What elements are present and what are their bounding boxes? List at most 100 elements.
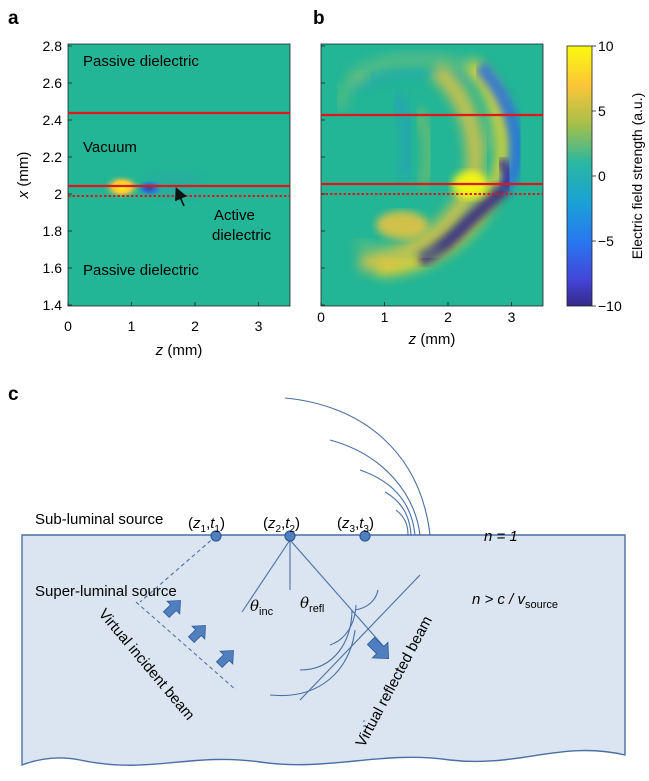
- panel-b-xtick-label: 3: [508, 309, 516, 325]
- panel-b-letter: b: [313, 8, 325, 29]
- point-label-3: (z3,t3): [337, 515, 374, 535]
- colorbar-tick-label: 5: [598, 103, 606, 119]
- reflected-ray: [289, 539, 386, 649]
- z-index: 2: [276, 524, 282, 535]
- panel-a-xtick-label: 1: [128, 318, 136, 334]
- panel-b-xtick-label: 0: [317, 309, 325, 325]
- source-point-3: [359, 530, 371, 542]
- colorbar-tick-label: −5: [598, 233, 614, 249]
- incident-beam-boundary: [135, 601, 237, 691]
- t-index: 3: [363, 524, 369, 535]
- panel-a-ytick-label: 2.6: [43, 75, 63, 91]
- z-symbol: z: [267, 515, 276, 532]
- paren-close: ): [369, 515, 374, 532]
- panel-a-xlabel-unit: (mm): [163, 342, 202, 359]
- point-label-2: (z2,t2): [263, 515, 300, 535]
- reflected-arrow: [366, 636, 390, 660]
- theta-inc-sub: inc: [259, 606, 274, 618]
- t-symbol: t: [285, 515, 290, 532]
- panel-b-plot: [321, 44, 543, 306]
- panel-b-frame: [320, 43, 544, 307]
- panel-b-xticks: 0 1 2 3: [317, 302, 516, 325]
- z-symbol: z: [192, 515, 201, 532]
- colorbar-tick-label: 0: [598, 168, 606, 184]
- source-point-1: [210, 530, 222, 542]
- label-active-line1: Active: [214, 207, 255, 224]
- panel-a-xtick-label: 3: [255, 318, 263, 334]
- panel-a-letter: a: [8, 8, 19, 29]
- panel-a-plot: [68, 44, 290, 306]
- t-index: 2: [289, 524, 295, 535]
- panel-b-xtick-label: 2: [444, 309, 452, 325]
- colorbar-label: Electric field strength (a.u.): [629, 93, 645, 260]
- label-passive-top: Passive dielectric: [83, 53, 199, 70]
- n-condition: n > c / vsource: [472, 591, 558, 611]
- z-index: 3: [350, 524, 356, 535]
- colorbar-ticks: 10 5 0 −5 −10: [592, 38, 622, 314]
- paren-open: (: [188, 515, 193, 532]
- source-point-2: [284, 530, 296, 542]
- panel-a-ylabel-unit: (mm): [15, 152, 32, 191]
- t-symbol: t: [359, 515, 364, 532]
- panel-b-xlabel: z (mm): [408, 331, 456, 348]
- wavefronts: [284, 397, 431, 536]
- active-arrow: [174, 187, 187, 207]
- panel-a-xticks: 0 1 2 3: [64, 302, 263, 334]
- panel-b-xtick-label: 1: [381, 309, 389, 325]
- incident-arrow-1: [162, 600, 181, 619]
- panel-a-ytick-label: 2: [54, 186, 62, 202]
- label-passive-bottom: Passive dielectric: [83, 262, 199, 279]
- n-equals-one: n = 1: [484, 528, 518, 545]
- paren-open: (: [263, 515, 268, 532]
- theta-refl-sub: refl: [309, 603, 324, 615]
- paren-close: ): [220, 515, 225, 532]
- t-index: 1: [214, 524, 220, 535]
- comma: ,: [206, 515, 210, 532]
- panel-a-ytick-label: 2.2: [43, 149, 63, 165]
- point-label-1: (z1,t1): [188, 515, 225, 535]
- z-symbol: z: [341, 515, 350, 532]
- panel-a-ytick-label: 1.6: [43, 260, 63, 276]
- super-luminal-label: Super-luminal source: [35, 583, 177, 600]
- theta-refl: θrefl: [300, 594, 324, 615]
- incident-arrows: [162, 600, 234, 669]
- panel-a-ylabel: x (mm): [15, 152, 32, 200]
- panel-a-ytick-label: 2.4: [43, 112, 63, 128]
- sub-luminal-label: Sub-luminal source: [35, 511, 163, 528]
- incident-arrow-3: [215, 650, 234, 669]
- panel-a-xlabel: z (mm): [155, 342, 203, 359]
- comma: ,: [355, 515, 359, 532]
- panel-a-yticks: 2.8 2.6 2.4 2.2 2 1.8 1.6 1.4: [43, 38, 72, 313]
- incident-arrow-2: [187, 625, 206, 644]
- panel-b-yticks: [321, 45, 325, 306]
- super-luminal-region: [21, 534, 626, 767]
- panel-a-frame: [67, 43, 291, 307]
- paren-open: (: [337, 515, 342, 532]
- colorbar-tick-label: −10: [598, 298, 622, 314]
- incident-ray: [241, 539, 291, 613]
- panel-c-letter: c: [8, 384, 19, 405]
- n-condition-main: n > c / v: [472, 591, 526, 608]
- colorbar: [566, 45, 593, 307]
- panel-b-xlabel-var: z: [408, 331, 417, 348]
- paren-close: ): [295, 515, 300, 532]
- panel-a-xlabel-var: z: [155, 342, 164, 359]
- reflected-wavefronts: [269, 574, 421, 701]
- n-condition-sub: source: [525, 599, 558, 611]
- panel-a-ylabel-var: x: [15, 190, 32, 199]
- panel-b-xlabel-unit: (mm): [416, 331, 455, 348]
- label-active-line2: dielectric: [212, 227, 272, 244]
- panel-a-ytick-label: 2.8: [43, 38, 63, 54]
- incident-beam-guide: [139, 535, 217, 603]
- panel-a-ytick-label: 1.4: [43, 297, 63, 313]
- label-vacuum: Vacuum: [83, 139, 137, 156]
- t-symbol: t: [210, 515, 215, 532]
- theta-inc: θinc: [250, 597, 274, 618]
- panel-a-xtick-label: 2: [191, 318, 199, 334]
- colorbar-tick-label: 10: [598, 38, 614, 54]
- z-index: 1: [201, 524, 207, 535]
- comma: ,: [281, 515, 285, 532]
- panel-a-xtick-label: 0: [64, 318, 72, 334]
- panel-a-ytick-label: 1.8: [43, 223, 63, 239]
